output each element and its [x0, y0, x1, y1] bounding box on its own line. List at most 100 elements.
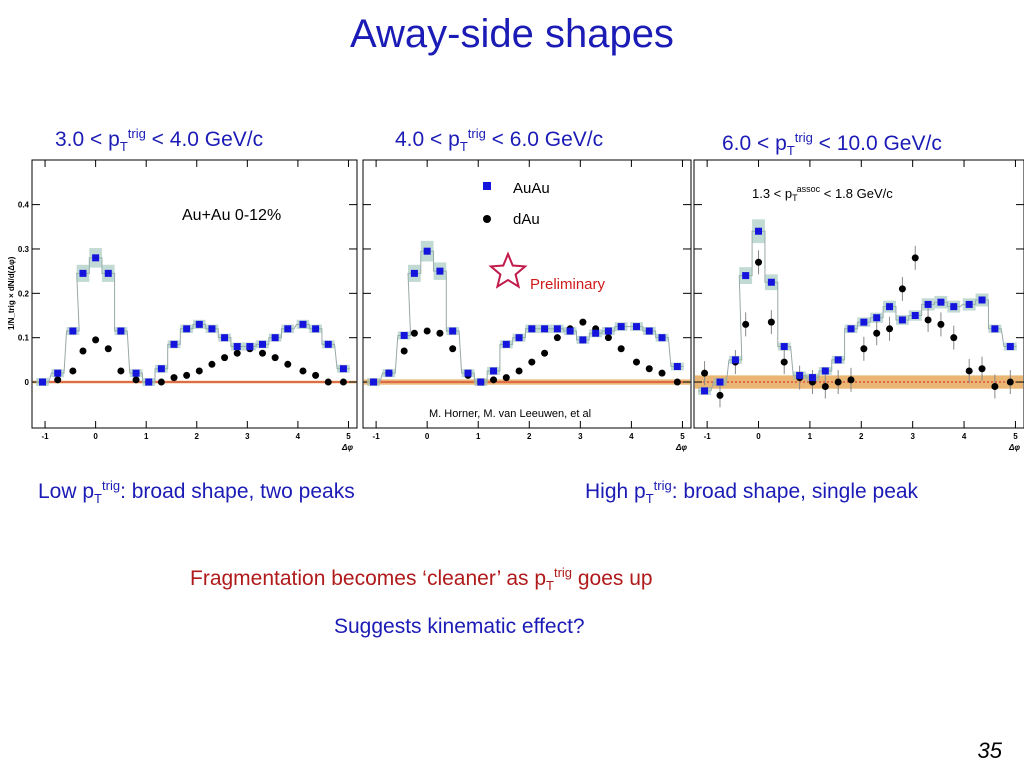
dau-point — [821, 382, 829, 390]
dau-point — [339, 378, 347, 386]
x-tick-label: -1 — [373, 432, 381, 441]
dau-point — [834, 378, 842, 386]
slide-title: Away-side shapes — [350, 12, 674, 56]
x-tick-label: 5 — [346, 432, 351, 441]
dau-point — [541, 349, 549, 357]
auau-point — [673, 363, 681, 371]
x-tick-label: 1 — [808, 432, 813, 441]
auau-point — [233, 343, 241, 351]
dau-point — [515, 367, 523, 375]
chart-panel-1: -1 0 1 2 3 4 5 Δφ 0 0.1 0.2 0.3 0.4 1/N_trig × dN/d(Δ… — [7, 159, 358, 452]
auau-point — [645, 327, 653, 335]
dau-point — [767, 318, 775, 326]
x-tick-label: 4 — [962, 432, 967, 441]
auau-point — [400, 331, 408, 339]
auau-point — [742, 272, 750, 280]
auau-point — [195, 320, 203, 328]
assoc-pre: 1.3 < p — [752, 186, 792, 201]
dau-point — [658, 369, 666, 377]
auau-point — [604, 327, 612, 335]
auau-point — [632, 323, 640, 331]
auau-point — [978, 296, 986, 304]
dau-point — [528, 358, 536, 366]
dau-point — [449, 345, 457, 353]
auau-point — [104, 269, 112, 277]
auau-point — [515, 334, 523, 342]
dau-point — [617, 345, 625, 353]
credit-text: M. Horner, M. van Leeuwen, et al — [429, 408, 591, 420]
dau-point — [632, 358, 640, 366]
dau-point — [1006, 378, 1014, 386]
dau-point — [490, 376, 498, 384]
dau-point — [117, 367, 125, 375]
x-tick-label: 1 — [476, 432, 481, 441]
dau-point — [104, 345, 112, 353]
auau-point — [886, 303, 894, 311]
auau-point — [385, 369, 393, 377]
legend-auau-marker — [483, 182, 491, 190]
dau-point — [233, 349, 241, 357]
auau-point — [312, 325, 320, 333]
auau-point — [541, 325, 549, 333]
auau-point — [449, 327, 457, 335]
dau-point — [299, 367, 307, 375]
auau-point — [937, 298, 945, 306]
auau-point — [339, 365, 347, 373]
dau-point — [673, 378, 681, 386]
dau-point — [860, 345, 868, 353]
auau-point — [464, 369, 472, 377]
dau-point — [271, 354, 279, 362]
auau-point — [299, 320, 307, 328]
dau-point — [604, 334, 612, 342]
dau-point — [716, 391, 724, 399]
y-tick-label: 0.1 — [18, 334, 30, 343]
dau-point — [132, 376, 140, 384]
dau-point — [195, 367, 203, 375]
x-tick-label: 0 — [756, 432, 761, 441]
dau-point — [324, 378, 332, 386]
auau-point — [701, 387, 709, 395]
auau-point — [1006, 343, 1014, 351]
auau-point — [39, 378, 47, 386]
auau-point — [796, 371, 804, 379]
auau-point — [731, 356, 739, 364]
x-tick-label: -1 — [704, 432, 712, 441]
y-tick-label: 0.2 — [18, 289, 30, 298]
fragmentation-note: Fragmentation becomes ‘cleaner’ as pTtri… — [190, 565, 653, 594]
x-tick-label: 4 — [629, 432, 634, 441]
dau-point — [886, 325, 894, 333]
dau-point — [284, 360, 292, 368]
auau-point — [847, 325, 855, 333]
auau-point — [221, 334, 229, 342]
auau-point — [183, 325, 191, 333]
dau-point — [423, 327, 431, 335]
preliminary-badge: Preliminary — [530, 276, 606, 293]
panel2-title: 4.0 < pTtrig < 6.0 GeV/c — [395, 126, 604, 155]
x-tick-label: 1 — [144, 432, 149, 441]
auau-point — [924, 300, 932, 308]
x-axis-label: Δφ — [675, 443, 687, 452]
dau-point — [69, 367, 77, 375]
dau-point — [780, 358, 788, 366]
dau-point — [183, 371, 191, 379]
dau-point — [924, 316, 932, 324]
dau-point — [54, 376, 62, 384]
x-tick-label: 3 — [245, 432, 250, 441]
x-tick-label: 3 — [578, 432, 583, 441]
auau-point — [208, 325, 216, 333]
auau-point — [69, 327, 77, 335]
auau-point — [259, 340, 267, 348]
x-tick-label: 2 — [859, 432, 864, 441]
x-tick-label: 2 — [527, 432, 532, 441]
auau-point — [54, 369, 62, 377]
assoc-sup: assoc — [797, 184, 821, 194]
x-axis-label: Δφ — [1008, 443, 1020, 452]
y-tick-label: 0.4 — [18, 201, 30, 210]
auau-point — [566, 327, 574, 335]
auau-point — [528, 325, 536, 333]
auau-point — [579, 336, 587, 344]
dau-point — [92, 336, 100, 344]
dau-point — [645, 365, 653, 373]
x-tick-label: 3 — [910, 432, 915, 441]
auau-point — [370, 378, 378, 386]
